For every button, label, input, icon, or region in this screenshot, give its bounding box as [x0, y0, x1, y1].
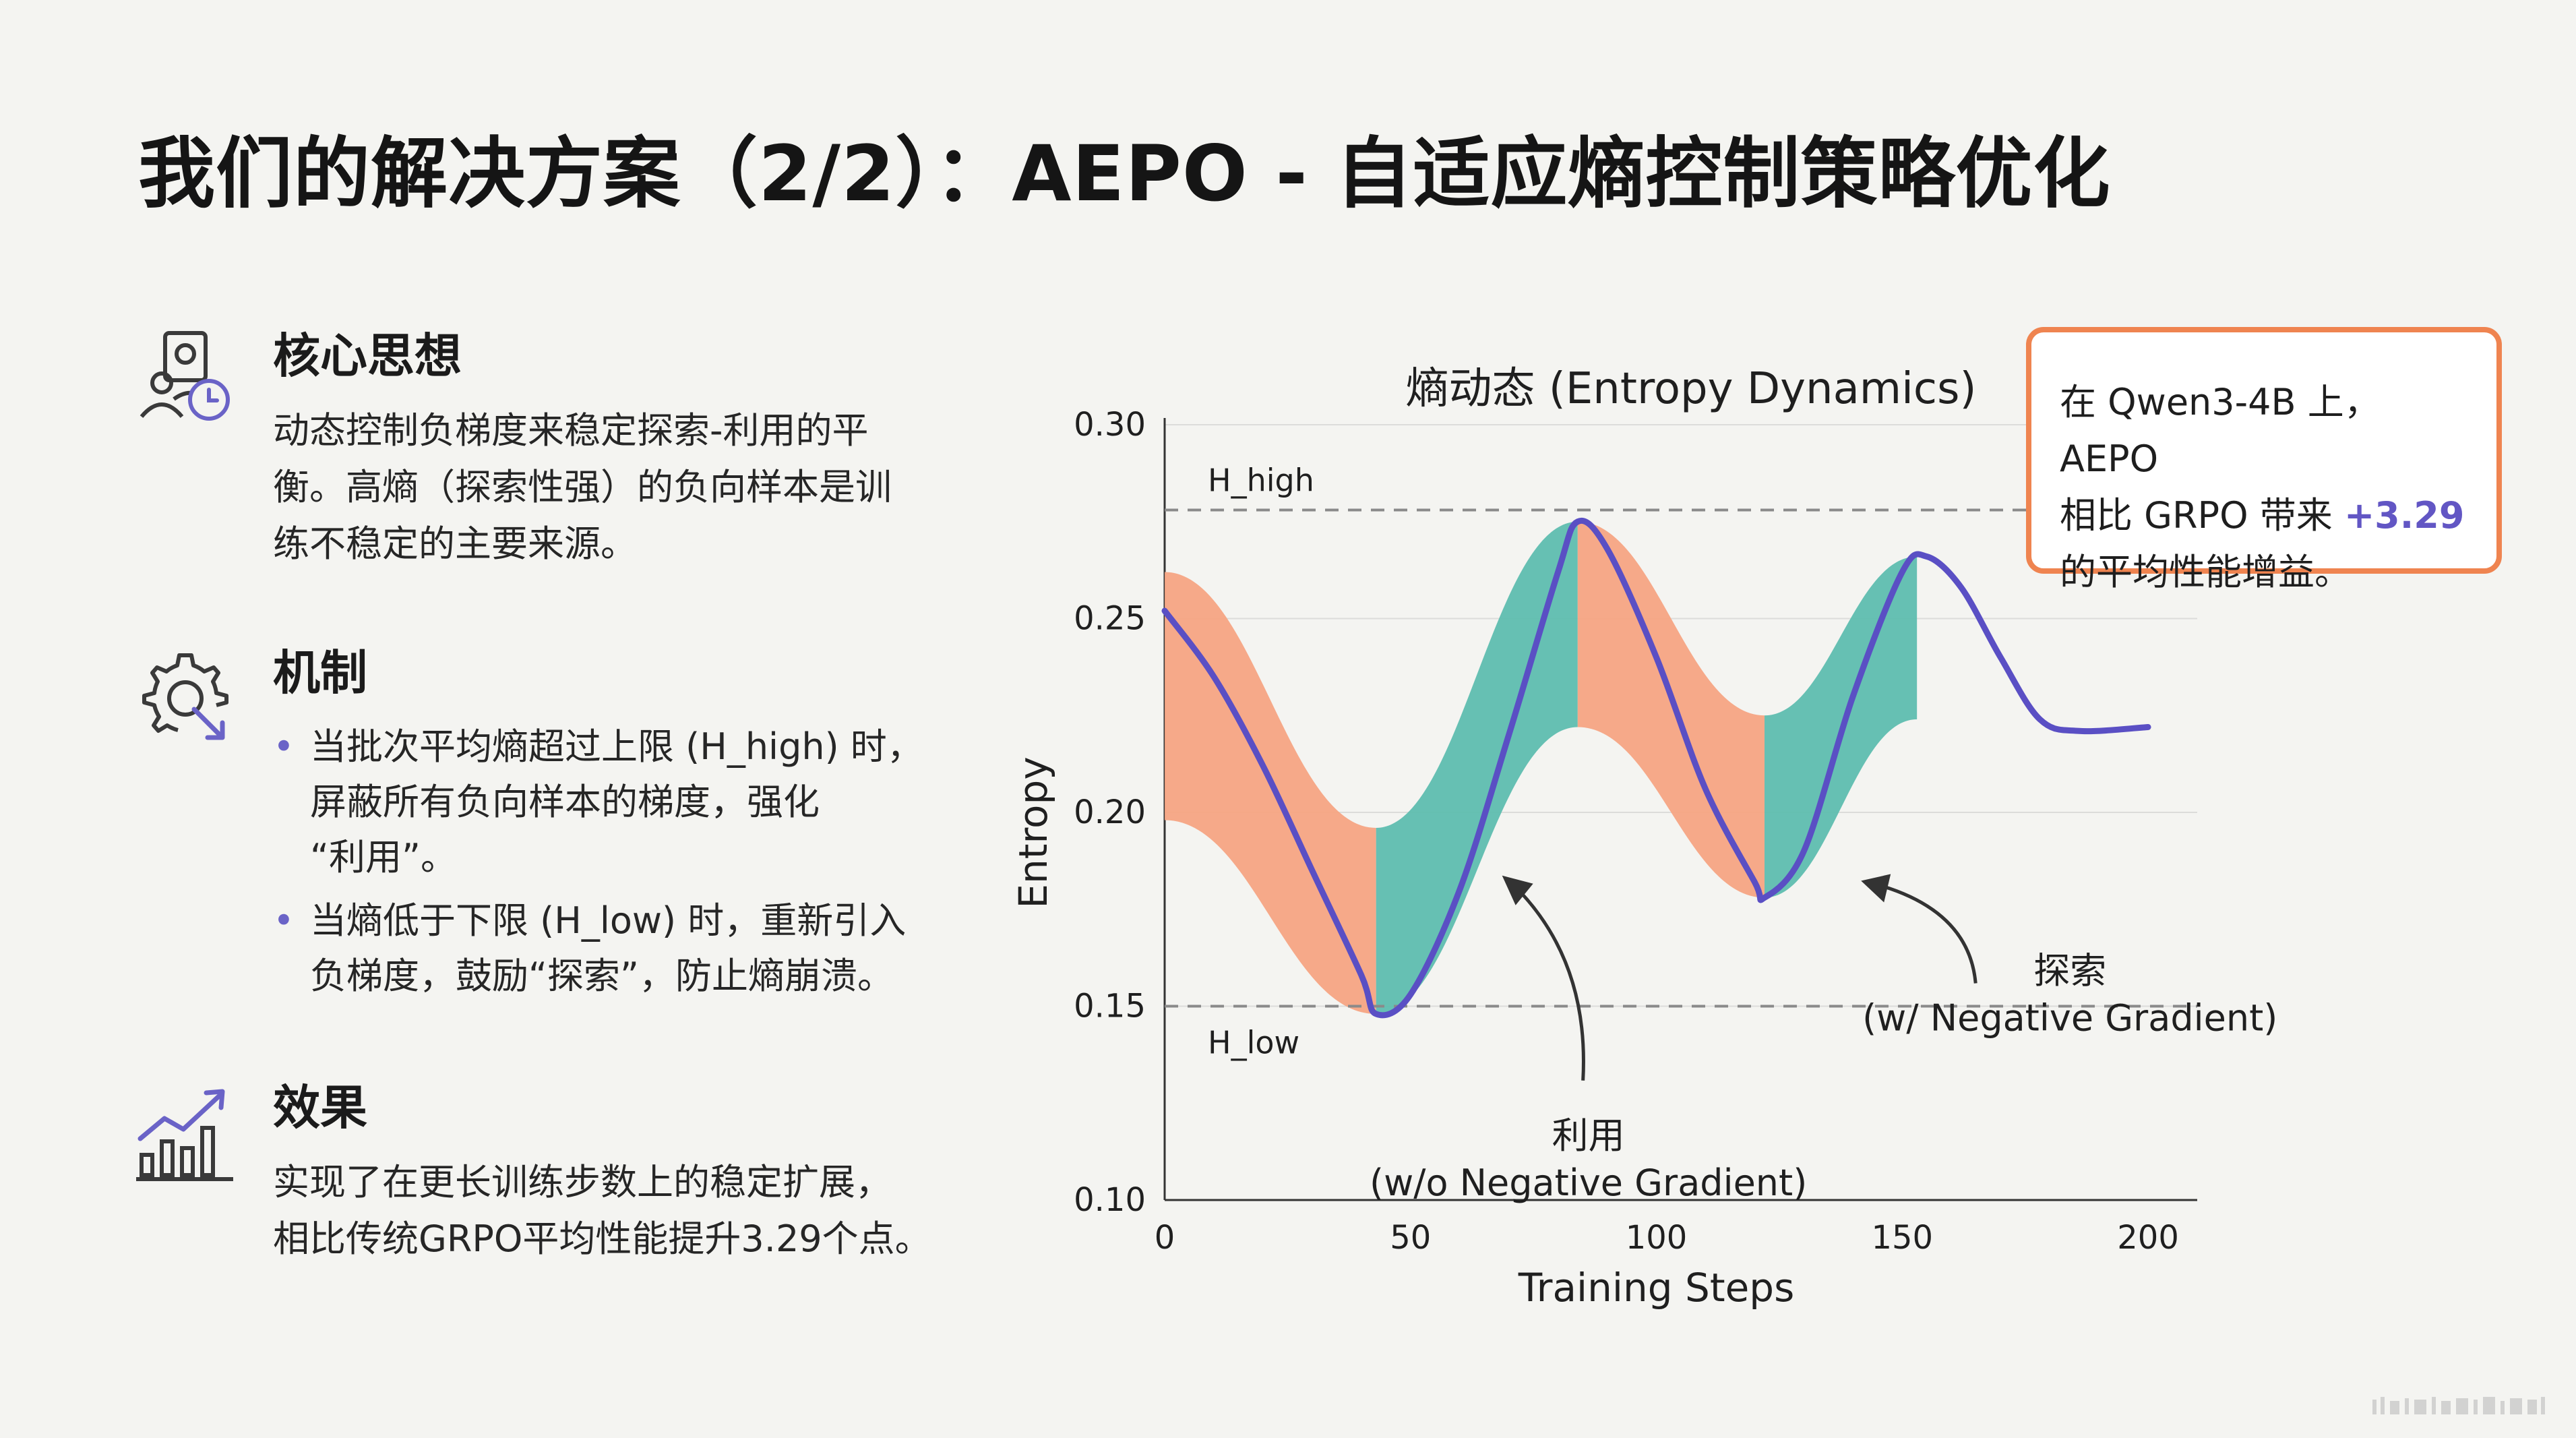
- section-heading: 效果: [273, 1080, 367, 1135]
- band-exploit: [1165, 572, 1376, 1014]
- annotation-arrowhead: [1861, 874, 1891, 903]
- y-tick-label: 0.25: [1074, 600, 1146, 638]
- x-tick-label: 150: [1871, 1219, 1933, 1257]
- section-heading: 机制: [273, 645, 367, 700]
- x-tick-label: 200: [2117, 1219, 2179, 1257]
- y-tick-label: 0.30: [1074, 406, 1146, 444]
- section-heading: 核心思想: [273, 328, 462, 384]
- y-tick-label: 0.20: [1074, 793, 1146, 831]
- list-item: • 当批次平均熵超过上限 (H_high) 时， 屏蔽所有负向样本的梯度，强化 …: [273, 725, 923, 878]
- bar-chart-growth-icon: [136, 1089, 233, 1181]
- person-clock-icon: [140, 331, 230, 421]
- entropy-chart: 0.10 0.15 0.20 0.25 0.30 0 50 100 150 200 H_high H_…: [1010, 337, 2325, 1321]
- annotation-arrowhead: [1502, 875, 1533, 905]
- band-exploit: [1577, 521, 1765, 898]
- annotation-arrow-exploit: [1510, 882, 1585, 1081]
- gear-arrow-icon: [142, 653, 228, 740]
- section-mechanism: 机制 • 当批次平均熵超过上限 (H_high) 时， 屏蔽所有负向样本的梯度，…: [135, 647, 984, 1025]
- entropy-chart-svg: 0.10 0.15 0.20 0.25 0.30 0 50 100 150 200 H_high H_…: [1010, 364, 2277, 1311]
- y-tick-label: 0.10: [1074, 1181, 1146, 1219]
- watermark-logo: [2372, 1397, 2545, 1414]
- callout-line: 在 Qwen3-4B 上，AEPO: [2060, 381, 2381, 480]
- x-tick-label: 50: [1390, 1219, 1431, 1257]
- chart-title: 熵动态 (Entropy Dynamics): [1406, 364, 1977, 414]
- annotation-label-explore: 探索: [2033, 950, 2106, 992]
- section-effect: 效果 实现了在更长训练步数上的稳定扩展， 相比传统GRPO平均性能提升3.29个…: [135, 1082, 984, 1284]
- section-text: 实现了在更长训练步数上的稳定扩展， 相比传统GRPO平均性能提升3.29个点。: [273, 1161, 931, 1260]
- mechanism-list: • 当批次平均熵超过上限 (H_high) 时， 屏蔽所有负向样本的梯度，强化 …: [273, 719, 981, 1004]
- slide-title: 我们的解决方案（2/2）：AEPO - 自适应熵控制策略优化: [138, 129, 2111, 218]
- x-tick-label: 100: [1626, 1219, 1688, 1257]
- y-tick-label: 0.15: [1074, 988, 1146, 1025]
- threshold-label: H_high: [1208, 462, 1314, 499]
- annotation-arrow-explore: [1872, 882, 1977, 984]
- annotation-sub-exploit: (w/o Negative Gradient): [1370, 1162, 1807, 1204]
- y-axis-title: Entropy: [1011, 756, 1056, 908]
- callout-line: 相比 GRPO 带来 +3.29: [2060, 494, 2465, 537]
- x-axis-title: Training Steps: [1518, 1265, 1795, 1311]
- annotation-sub-explore: (w/ Negative Gradient): [1862, 997, 2277, 1040]
- list-item: • 当熵低于下限 (H_low) 时，重新引入 负梯度，鼓励“探索”，防止熵崩溃…: [273, 899, 907, 997]
- x-tick-label: 0: [1155, 1219, 1175, 1257]
- band-explore: [1376, 521, 1578, 1014]
- result-callout: 在 Qwen3-4B 上，AEPO 相比 GRPO 带来 +3.29 的平均性能…: [2026, 327, 2502, 593]
- entropy-series-line: [1161, 518, 2151, 1019]
- annotation-label-exploit: 利用: [1552, 1114, 1625, 1157]
- callout-gain-value: +3.29: [2343, 494, 2465, 537]
- section-core-idea: 核心思想 动态控制负梯度来稳定探索-利用的平 衡。高熵（探索性强）的负向样本是训…: [135, 330, 984, 587]
- callout-line: 的平均性能增益。: [2060, 551, 2351, 593]
- section-text: 动态控制负梯度来稳定探索-利用的平 衡。高熵（探索性强）的负向样本是训 练不稳定…: [273, 409, 892, 565]
- threshold-label: H_low: [1208, 1025, 1299, 1061]
